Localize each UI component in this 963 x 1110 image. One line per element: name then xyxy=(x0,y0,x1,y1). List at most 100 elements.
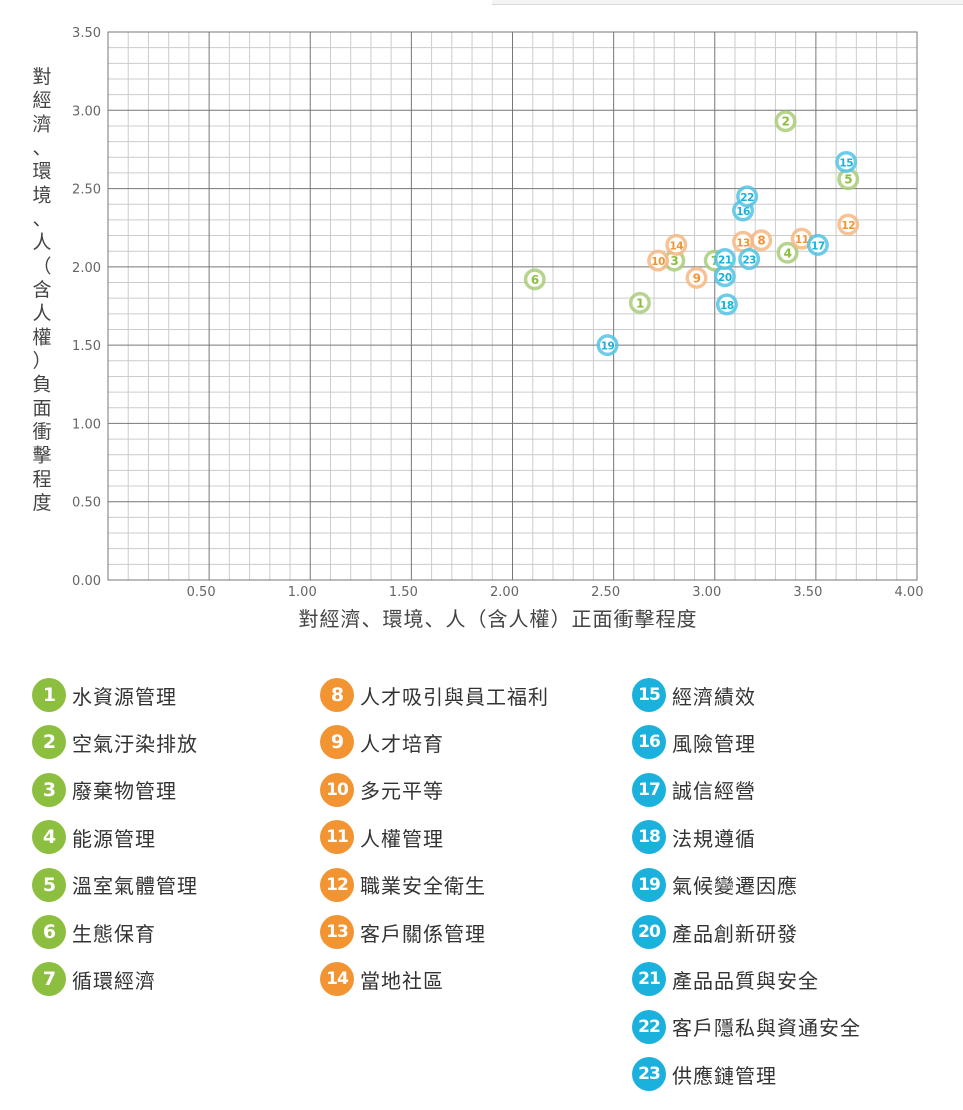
data-point: 13 xyxy=(732,230,755,253)
data-point-label: 2 xyxy=(782,115,790,129)
data-point: 9 xyxy=(685,266,708,289)
legend-label: 經濟績效 xyxy=(672,684,756,709)
data-point-center xyxy=(717,268,733,284)
y-tick-label: 3.50 xyxy=(72,26,101,41)
x-tick-label: 2.00 xyxy=(490,585,519,600)
y-axis-label-char: 經 xyxy=(32,90,51,112)
data-point-center xyxy=(689,270,705,286)
data-point-label: 17 xyxy=(811,240,825,252)
legend-item: 15 經濟績效 xyxy=(632,678,756,712)
data-point-center xyxy=(753,232,769,248)
data-point-label: 23 xyxy=(742,255,756,267)
y-axis-label-char: 衝 xyxy=(32,421,51,443)
legend-item: 23 供應鏈管理 xyxy=(632,1057,777,1092)
legend-label: 產品創新研發 xyxy=(672,921,798,946)
data-point: 17 xyxy=(806,233,829,256)
data-point-label: 4 xyxy=(784,246,792,260)
x-tick-label: 3.50 xyxy=(793,585,822,600)
data-point: 15 xyxy=(835,150,858,173)
data-point: 14 xyxy=(665,233,688,256)
x-axis-label: 對經濟、環境、人（含人權）正面衝擊程度 xyxy=(299,607,698,631)
legend-label: 能源管理 xyxy=(72,826,156,851)
legend-number-badge: 12 xyxy=(320,867,354,902)
legend-item: 14 當地社區 xyxy=(320,962,444,997)
legend-item: 16 風險管理 xyxy=(632,725,756,760)
legend-label: 客戶關係管理 xyxy=(360,921,486,946)
y-axis-label-char: （ xyxy=(32,255,51,277)
legend-label: 人才吸引與員工福利 xyxy=(360,684,549,709)
data-point-center xyxy=(741,251,757,267)
x-tick-label: 4.00 xyxy=(895,585,924,600)
y-axis-label-char: 、 xyxy=(32,137,51,159)
legend-item: 9 人才培育 xyxy=(320,725,444,760)
y-tick-label: 1.50 xyxy=(72,339,101,354)
y-axis-label-char: 、 xyxy=(32,208,51,230)
legend-number-badge: 2 xyxy=(32,725,66,760)
legend-number-badge: 5 xyxy=(32,867,66,902)
data-point-label: 1 xyxy=(636,296,644,310)
legend-number-badge: 7 xyxy=(32,962,66,997)
y-tick-label: 0.50 xyxy=(72,496,101,511)
data-point-center xyxy=(838,154,854,170)
data-point-label: 12 xyxy=(841,220,855,232)
legend-number-badge: 16 xyxy=(632,725,666,760)
data-point-label: 19 xyxy=(601,341,615,353)
data-point: 23 xyxy=(738,248,761,271)
data-point: 19 xyxy=(596,334,619,357)
y-tick-label: 1.00 xyxy=(72,417,101,432)
legend-number-badge: 1 xyxy=(32,678,66,712)
data-point: 10 xyxy=(647,249,670,272)
legend-number-badge: 4 xyxy=(32,820,66,855)
data-point-center xyxy=(666,253,682,269)
legend-item: 20 產品創新研發 xyxy=(632,915,798,949)
grid xyxy=(107,31,918,581)
x-tick-label: 2.50 xyxy=(591,585,620,600)
plot-border xyxy=(107,31,918,581)
legend-label: 廢棄物管理 xyxy=(72,779,177,804)
data-point: 6 xyxy=(523,268,546,291)
legend-number-badge: 23 xyxy=(632,1057,666,1092)
y-axis-label-char: 對 xyxy=(32,66,51,88)
legend-item: 1 水資源管理 xyxy=(32,678,177,712)
data-point-label: 22 xyxy=(740,192,754,204)
legend-number-badge: 10 xyxy=(320,772,354,807)
legend-item: 5 溫室氣體管理 xyxy=(32,867,198,902)
data-point-center xyxy=(668,237,684,253)
data-point-center xyxy=(794,231,810,247)
y-axis-label-char: 含 xyxy=(32,279,51,301)
y-axis-label-char: 濟 xyxy=(32,113,51,135)
legend-item: 4 能源管理 xyxy=(32,820,156,855)
data-point-label: 9 xyxy=(693,271,701,285)
legend-item: 6 生態保育 xyxy=(32,915,156,949)
legend-item: 3 廢棄物管理 xyxy=(32,772,177,807)
y-axis-label-char: 度 xyxy=(32,492,51,514)
legend-number-badge: 22 xyxy=(632,1009,666,1044)
data-point-label: 21 xyxy=(718,255,732,267)
legend-item: 22 客戶隱私與資通安全 xyxy=(632,1009,861,1044)
legend-item: 7 循環經濟 xyxy=(32,962,156,997)
legend-item: 17 誠信經營 xyxy=(632,772,756,807)
legend-label: 氣候變遷因應 xyxy=(672,874,798,899)
y-axis-label-char: 環 xyxy=(32,161,51,183)
legend-number-badge: 13 xyxy=(320,915,354,949)
y-axis-label-char: ） xyxy=(32,350,51,372)
legend-label: 產品品質與安全 xyxy=(672,968,819,993)
legend-label: 循環經濟 xyxy=(72,968,156,993)
scatter-chart: 3.50 3.00 2.50 2.00 1.50 1.00 0.50 0.00 0.50 1.00… xyxy=(32,26,924,631)
data-point-label: 14 xyxy=(670,240,684,252)
legend-number-badge: 17 xyxy=(632,772,666,807)
legend-number-badge: 14 xyxy=(320,962,354,997)
legend-label: 空氣汙染排放 xyxy=(72,731,198,756)
top-bar xyxy=(492,0,963,5)
data-point-center xyxy=(719,296,735,312)
legend-number-badge: 9 xyxy=(320,725,354,760)
legend-item: 18 法規遵循 xyxy=(632,820,756,855)
y-tick-label: 2.50 xyxy=(72,183,101,198)
legend-label: 供應鏈管理 xyxy=(672,1063,777,1088)
data-points: 1234567891011121314151617181920212223 xyxy=(523,110,860,357)
y-tick-label: 2.00 xyxy=(72,261,101,276)
data-point-center xyxy=(778,113,794,129)
data-point-center xyxy=(717,251,733,267)
data-point-label: 16 xyxy=(736,206,750,218)
